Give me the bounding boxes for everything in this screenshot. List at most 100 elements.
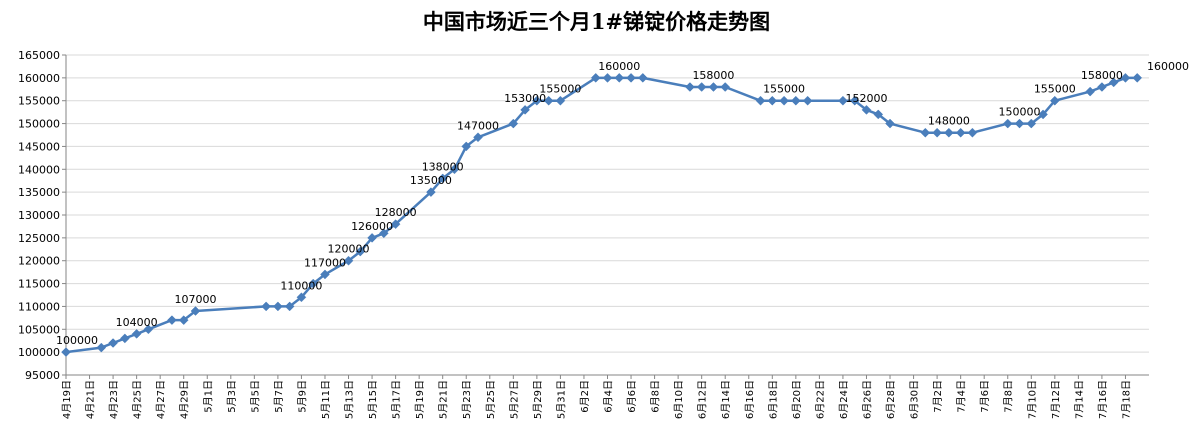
data-point bbox=[932, 127, 942, 138]
x-tick-label: 4月19日 bbox=[61, 380, 73, 419]
data-label: 120000 bbox=[328, 243, 370, 256]
data-point bbox=[708, 82, 719, 92]
x-tick-label: 6月10日 bbox=[673, 380, 685, 419]
data-point bbox=[1038, 109, 1048, 120]
x-tick-label: 6月8日 bbox=[650, 380, 662, 413]
x-tick-label: 5月9日 bbox=[296, 380, 308, 413]
data-point bbox=[555, 95, 566, 106]
data-point bbox=[849, 95, 860, 106]
y-tick-label: 145000 bbox=[18, 140, 60, 153]
x-tick-label: 6月16日 bbox=[744, 380, 756, 419]
x-tick-label: 5月25日 bbox=[485, 380, 497, 419]
y-tick-label: 105000 bbox=[18, 323, 60, 336]
y-tick-label: 120000 bbox=[18, 255, 60, 268]
data-point bbox=[955, 127, 966, 138]
data-point bbox=[108, 338, 118, 348]
x-tick-label: 5月23日 bbox=[461, 380, 473, 419]
data-point bbox=[449, 164, 460, 175]
data-point bbox=[167, 315, 177, 325]
x-tick-label: 6月6日 bbox=[626, 380, 638, 413]
chart-title: 中国市场近三个月1#锑锭价格走势图 bbox=[422, 9, 771, 34]
y-tick-label: 135000 bbox=[18, 186, 60, 199]
x-tick-label: 6月24日 bbox=[838, 380, 850, 419]
data-point bbox=[343, 255, 354, 266]
x-tick-label: 5月7日 bbox=[273, 380, 285, 413]
x-tick-label: 6月4日 bbox=[603, 380, 615, 413]
data-point bbox=[1049, 95, 1060, 106]
y-tick-label: 125000 bbox=[18, 232, 60, 245]
data-label: 138000 bbox=[422, 160, 464, 173]
data-point bbox=[426, 187, 436, 197]
data-point bbox=[685, 82, 695, 92]
x-tick-label: 7月18日 bbox=[1120, 380, 1132, 419]
data-point bbox=[790, 95, 801, 106]
x-tick-label: 7月2日 bbox=[932, 380, 944, 413]
x-tick-label: 5月27日 bbox=[508, 380, 520, 419]
data-label: 117000 bbox=[304, 256, 346, 269]
data-point bbox=[944, 127, 954, 138]
y-tick-label: 155000 bbox=[18, 95, 60, 108]
data-point bbox=[626, 73, 636, 83]
data-point bbox=[1097, 82, 1107, 92]
y-tick-label: 130000 bbox=[18, 209, 60, 222]
data-point bbox=[378, 228, 389, 239]
x-tick-label: 6月28日 bbox=[885, 380, 897, 419]
x-tick-label: 5月31日 bbox=[555, 380, 567, 419]
data-label: 152000 bbox=[845, 92, 887, 105]
data-label: 158000 bbox=[1081, 69, 1123, 82]
data-label: 160000 bbox=[1147, 60, 1189, 73]
x-tick-label: 7月14日 bbox=[1073, 380, 1085, 419]
data-point bbox=[320, 269, 330, 280]
x-tick-label: 5月5日 bbox=[249, 380, 261, 413]
data-point bbox=[1120, 73, 1131, 83]
data-point bbox=[779, 95, 789, 106]
data-label: 150000 bbox=[999, 106, 1041, 119]
y-tick-label: 150000 bbox=[18, 118, 60, 131]
x-tick-label: 7月6日 bbox=[979, 380, 991, 413]
data-point bbox=[873, 109, 884, 120]
x-tick-label: 5月21日 bbox=[438, 380, 450, 419]
data-point bbox=[1014, 118, 1025, 129]
data-point bbox=[61, 347, 71, 357]
y-axis-ticks: 95000 100000 105000 110000 115000 120000 12500… bbox=[18, 49, 60, 382]
data-point bbox=[861, 105, 872, 115]
data-label: 160000 bbox=[598, 60, 640, 73]
data-point bbox=[838, 95, 848, 106]
data-point bbox=[96, 342, 107, 353]
data-label: 155000 bbox=[1034, 83, 1076, 96]
data-point bbox=[190, 306, 201, 316]
data-label: 126000 bbox=[351, 220, 393, 233]
grid-layer bbox=[66, 54, 1149, 376]
data-point bbox=[1132, 73, 1143, 83]
data-point bbox=[885, 118, 895, 129]
data-point bbox=[637, 73, 648, 83]
data-label: 100000 bbox=[56, 334, 98, 347]
data-point bbox=[767, 95, 778, 106]
x-tick-label: 6月18日 bbox=[767, 380, 779, 419]
x-tick-label: 7月10日 bbox=[1026, 380, 1038, 419]
data-label: 135000 bbox=[410, 174, 452, 187]
data-point bbox=[120, 333, 130, 344]
x-tick-label: 5月17日 bbox=[391, 380, 403, 419]
x-tick-label: 7月8日 bbox=[1003, 380, 1015, 413]
axis-layer bbox=[62, 54, 1149, 379]
x-tick-label: 5月15日 bbox=[367, 380, 379, 419]
data-point bbox=[1085, 86, 1095, 97]
x-tick-label: 5月29日 bbox=[532, 380, 544, 419]
data-label: 158000 bbox=[692, 69, 734, 82]
x-tick-label: 6月12日 bbox=[697, 380, 709, 419]
x-tick-label: 4月27日 bbox=[155, 380, 167, 419]
data-point bbox=[461, 141, 472, 152]
data-label: 155000 bbox=[763, 83, 805, 96]
y-tick-label: 165000 bbox=[18, 49, 60, 62]
y-tick-label: 100000 bbox=[18, 346, 60, 359]
data-point bbox=[437, 173, 448, 184]
data-point bbox=[532, 95, 542, 106]
data-point bbox=[284, 301, 295, 312]
data-point bbox=[1002, 118, 1013, 129]
data-point bbox=[473, 132, 483, 143]
y-tick-label: 140000 bbox=[18, 163, 60, 176]
x-tick-label: 5月1日 bbox=[202, 380, 214, 413]
x-tick-label: 4月29日 bbox=[179, 380, 191, 419]
